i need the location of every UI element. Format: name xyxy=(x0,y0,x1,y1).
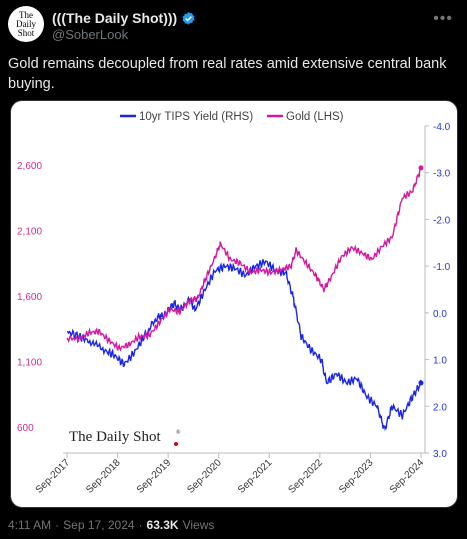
series-line-0 xyxy=(66,259,422,432)
tweet-footer: 4:11 AM · Sep 17, 2024 · 63.3K Views xyxy=(8,518,214,532)
right-tick-label-7: 3.0 xyxy=(433,449,447,460)
watermark-text: The Daily Shot xyxy=(69,429,161,445)
tweet-text: Gold remains decoupled from real rates a… xyxy=(8,56,447,92)
tweet-date[interactable]: Sep 17, 2024 xyxy=(63,518,135,532)
right-tick-label-0: -4.0 xyxy=(433,122,451,133)
right-tick-label-3: -1.0 xyxy=(433,262,451,273)
footer-separator-1: · xyxy=(55,518,60,532)
left-tick-label-3: 2,100 xyxy=(17,227,42,238)
watermark-mark: ® xyxy=(176,429,181,436)
right-tick-label-4: 0.0 xyxy=(433,309,447,320)
tweet-header: The Daily Shot (((The Daily Shot))) @Sob… xyxy=(0,0,467,50)
legend: 10yr TIPS Yield (RHS) Gold (LHS) xyxy=(120,111,344,123)
x-tick-label-4: Sep-2021 xyxy=(236,457,275,496)
name-row: (((The Daily Shot))) xyxy=(52,9,196,27)
x-tick-label-6: Sep-2023 xyxy=(337,457,376,496)
series-endpoint-0 xyxy=(418,380,424,386)
right-tick-label-1: -3.0 xyxy=(433,169,451,180)
avatar-line-2: Daily xyxy=(16,18,36,29)
more-icon[interactable]: ••• xyxy=(433,10,453,27)
chart-svg: 10yr TIPS Yield (RHS) Gold (LHS) 600 1,10… xyxy=(17,111,451,496)
handle[interactable]: @SoberLook xyxy=(52,27,129,42)
series-line-1 xyxy=(66,166,422,352)
avatar-line-3: Shot xyxy=(17,27,35,38)
tweet-time[interactable]: 4:11 AM xyxy=(8,518,52,532)
watermark-dot xyxy=(174,442,178,446)
right-tick-label-5: 1.0 xyxy=(433,356,447,367)
left-tick-label-1: 1,100 xyxy=(17,357,42,368)
avatar[interactable]: The Daily Shot xyxy=(8,6,44,42)
series-endpoint-1 xyxy=(418,165,424,171)
x-tick-label-0: Sep-2017 xyxy=(34,457,73,496)
series-lines xyxy=(66,165,424,432)
views-label: Views xyxy=(182,518,215,532)
left-axis-ticks: 600 1,100 1,600 2,100 2,600 xyxy=(17,161,42,434)
x-tick-label-7: Sep-2024 xyxy=(388,457,427,496)
right-tick-label-2: -2.0 xyxy=(433,215,451,226)
watermark: The Daily Shot ® xyxy=(69,429,181,446)
left-tick-label-2: 1,600 xyxy=(17,292,42,303)
views-count: 63.3K xyxy=(146,518,179,532)
x-tick-label-1: Sep-2018 xyxy=(84,457,123,496)
x-tick-label-3: Sep-2020 xyxy=(185,457,224,496)
legend-gold-label: Gold (LHS) xyxy=(286,111,344,123)
footer-separator-2: · xyxy=(138,518,143,532)
x-tick-label-5: Sep-2022 xyxy=(287,457,326,496)
right-tick-label-6: 2.0 xyxy=(433,402,447,413)
verified-badge-icon xyxy=(182,11,195,25)
chart-image[interactable]: 10yr TIPS Yield (RHS) Gold (LHS) 600 1,10… xyxy=(10,100,458,508)
avatar-line-1: The xyxy=(19,9,33,20)
left-tick-label-0: 600 xyxy=(17,423,34,434)
x-axis-ticks: Sep-2017 Sep-2018 Sep-2019 Sep-2020 Sep-2021… xyxy=(34,453,427,496)
x-tick-label-2: Sep-2019 xyxy=(135,457,174,496)
right-axis-ticks: -4.0 -3.0 -2.0 -1.0 0.0 1.0 2.0 3.0 xyxy=(425,122,451,460)
left-tick-label-4: 2,600 xyxy=(17,161,42,172)
display-name[interactable]: (((The Daily Shot))) xyxy=(52,10,178,26)
legend-tips-label: 10yr TIPS Yield (RHS) xyxy=(139,111,253,123)
